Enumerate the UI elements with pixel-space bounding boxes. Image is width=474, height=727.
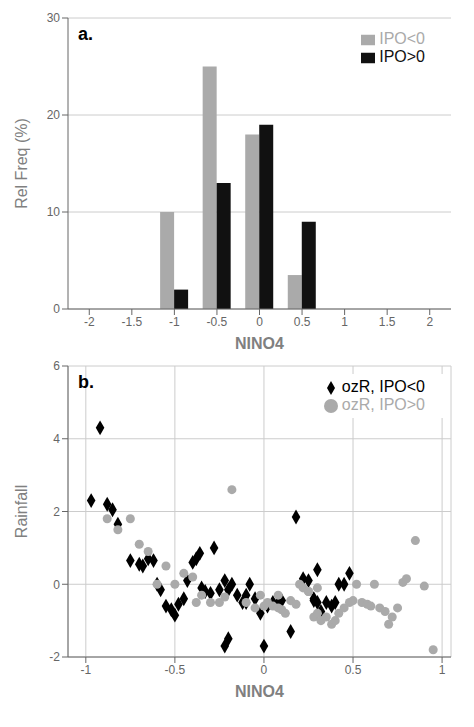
svg-text:4: 4	[53, 432, 60, 446]
svg-text:6: 6	[53, 359, 60, 373]
svg-text:-0.5: -0.5	[207, 315, 228, 329]
svg-text:NINO4: NINO4	[235, 335, 284, 352]
svg-text:10: 10	[47, 205, 61, 219]
svg-text:2: 2	[53, 505, 60, 519]
svg-text:Rel Freq (%): Rel Freq (%)	[13, 118, 30, 209]
svg-text:30: 30	[47, 11, 61, 25]
svg-text:1.5: 1.5	[379, 315, 396, 329]
svg-text:-0.5: -0.5	[165, 663, 186, 677]
html-text:ozR, IPO<0: ozR, IPO<0	[341, 378, 425, 395]
html-text:a.: a.	[78, 24, 93, 44]
html-text:b.: b.	[78, 372, 94, 392]
svg-text:-2: -2	[49, 650, 60, 664]
svg-text:-1: -1	[169, 315, 180, 329]
svg-text:20: 20	[47, 108, 61, 122]
svg-text:-1: -1	[80, 663, 91, 677]
svg-text:Rainfall: Rainfall	[13, 485, 30, 538]
svg-text:0: 0	[261, 663, 268, 677]
html-text:IPO<0: IPO<0	[379, 30, 425, 47]
svg-text:0: 0	[53, 578, 60, 592]
svg-text:0: 0	[53, 302, 60, 316]
svg-text:2: 2	[426, 315, 433, 329]
svg-text:1: 1	[341, 315, 348, 329]
svg-text:-1.5: -1.5	[121, 315, 142, 329]
svg-text:-2: -2	[84, 315, 95, 329]
svg-text:1: 1	[439, 663, 446, 677]
html-text:IPO>0: IPO>0	[379, 48, 425, 65]
svg-text:0.5: 0.5	[294, 315, 311, 329]
html-text:ozR, IPO>0: ozR, IPO>0	[341, 396, 425, 413]
svg-text:0: 0	[256, 315, 263, 329]
svg-text:NINO4: NINO4	[235, 683, 284, 700]
svg-text:0.5: 0.5	[345, 663, 362, 677]
